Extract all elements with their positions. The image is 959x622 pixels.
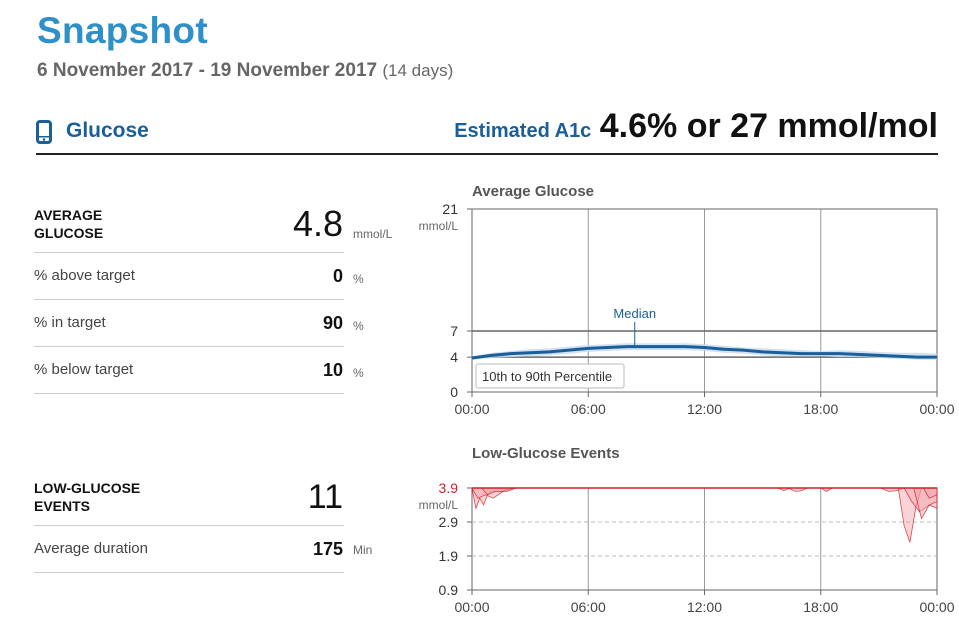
avg-glucose-ytick-label: 21 [442,201,458,217]
avg-duration-value: 175 [312,539,343,559]
low-glucose-xtick-label: 18:00 [803,599,838,615]
above-target-unit: % [353,272,364,286]
glucose-section-header: Glucose Estimated A1c 4.6% or 27 mmol/mo… [36,107,938,155]
low-glucose-ytick-label: 1.9 [439,548,459,564]
low-glucose-ytick-label: 0.9 [439,582,459,598]
avg-glucose-ytick-label: 0 [450,384,458,400]
average-glucose-chart-title: Average Glucose [472,183,594,200]
below-target-label: % below target [34,361,134,378]
avg-glucose-band-label: 10th to 90th Percentile [482,369,612,384]
date-range-text: 6 November 2017 - 19 November 2017 [37,60,378,81]
avg-glucose-band-label-box [475,363,625,389]
avg-glucose-xtick-label: 12:00 [687,401,722,417]
phone-device-icon [36,120,52,149]
low-events-row: LOW-GLUCOSE EVENTS 11 [34,474,344,526]
below-target-row: % below target 10 % [34,347,364,394]
avg-duration-label: Average duration [34,540,148,557]
low-glucose-xtick-label: 00:00 [919,599,954,615]
avg-duration-row: Average duration 175 Min [34,526,372,573]
below-target-value: 10 [322,360,343,380]
avg-glucose-median-line [471,345,937,360]
low-glucose-ytick-label: 2.9 [439,514,459,530]
low-glucose-xtick-label: 00:00 [454,599,489,615]
above-target-row: % above target 0 % [34,253,364,300]
estimated-a1c: Estimated A1c 4.6% or 27 mmol/mol [454,107,938,146]
low-events-label: LOW-GLUCOSE EVENTS [34,480,141,514]
average-glucose-unit: mmol/L [353,227,393,241]
avg-glucose-xtick-label: 00:00 [454,401,489,417]
low-glucose-xtick-label: 12:00 [687,599,722,615]
in-target-row: % in target 90 % [34,300,364,347]
low-glucose-chart-title: Low-Glucose Events [472,445,620,462]
avg-glucose-xtick-label: 18:00 [803,401,838,417]
average-glucose-label: AVERAGE GLUCOSE [34,207,104,241]
day-count: (14 days) [382,61,454,80]
low-glucose-ytick-label: 3.9 [439,480,459,496]
avg-glucose-xtick-label: 06:00 [571,401,606,417]
avg-glucose-ylabel: mmol/L [419,219,459,233]
above-target-label: % above target [34,267,135,284]
above-target-value: 0 [332,266,343,286]
low-events-value: 11 [307,478,343,516]
avg-glucose-xtick-label: 00:00 [919,401,954,417]
low-glucose-ylabel: mmol/L [419,498,459,512]
date-range: 6 November 2017 - 19 November 2017 (14 d… [37,60,453,82]
in-target-unit: % [353,319,364,333]
in-target-value: 90 [322,313,343,333]
glucose-label: Glucose [66,119,149,142]
below-target-unit: % [353,366,364,380]
avg-duration-unit: Min [353,543,373,557]
avg-glucose-ytick-label: 7 [450,323,458,339]
a1c-label: Estimated A1c [454,120,592,142]
a1c-value: 4.6% or 27 mmol/mol [599,107,938,145]
low-glucose-xtick-label: 06:00 [571,599,606,615]
avg-glucose-ytick-label: 4 [450,349,458,365]
page-title: Snapshot [37,10,208,51]
avg-glucose-median-label: Median [613,306,656,321]
average-glucose-row: AVERAGE GLUCOSE 4.8 mmol/L [34,200,392,253]
average-glucose-value: 4.8 [292,203,343,244]
in-target-label: % in target [34,314,106,331]
